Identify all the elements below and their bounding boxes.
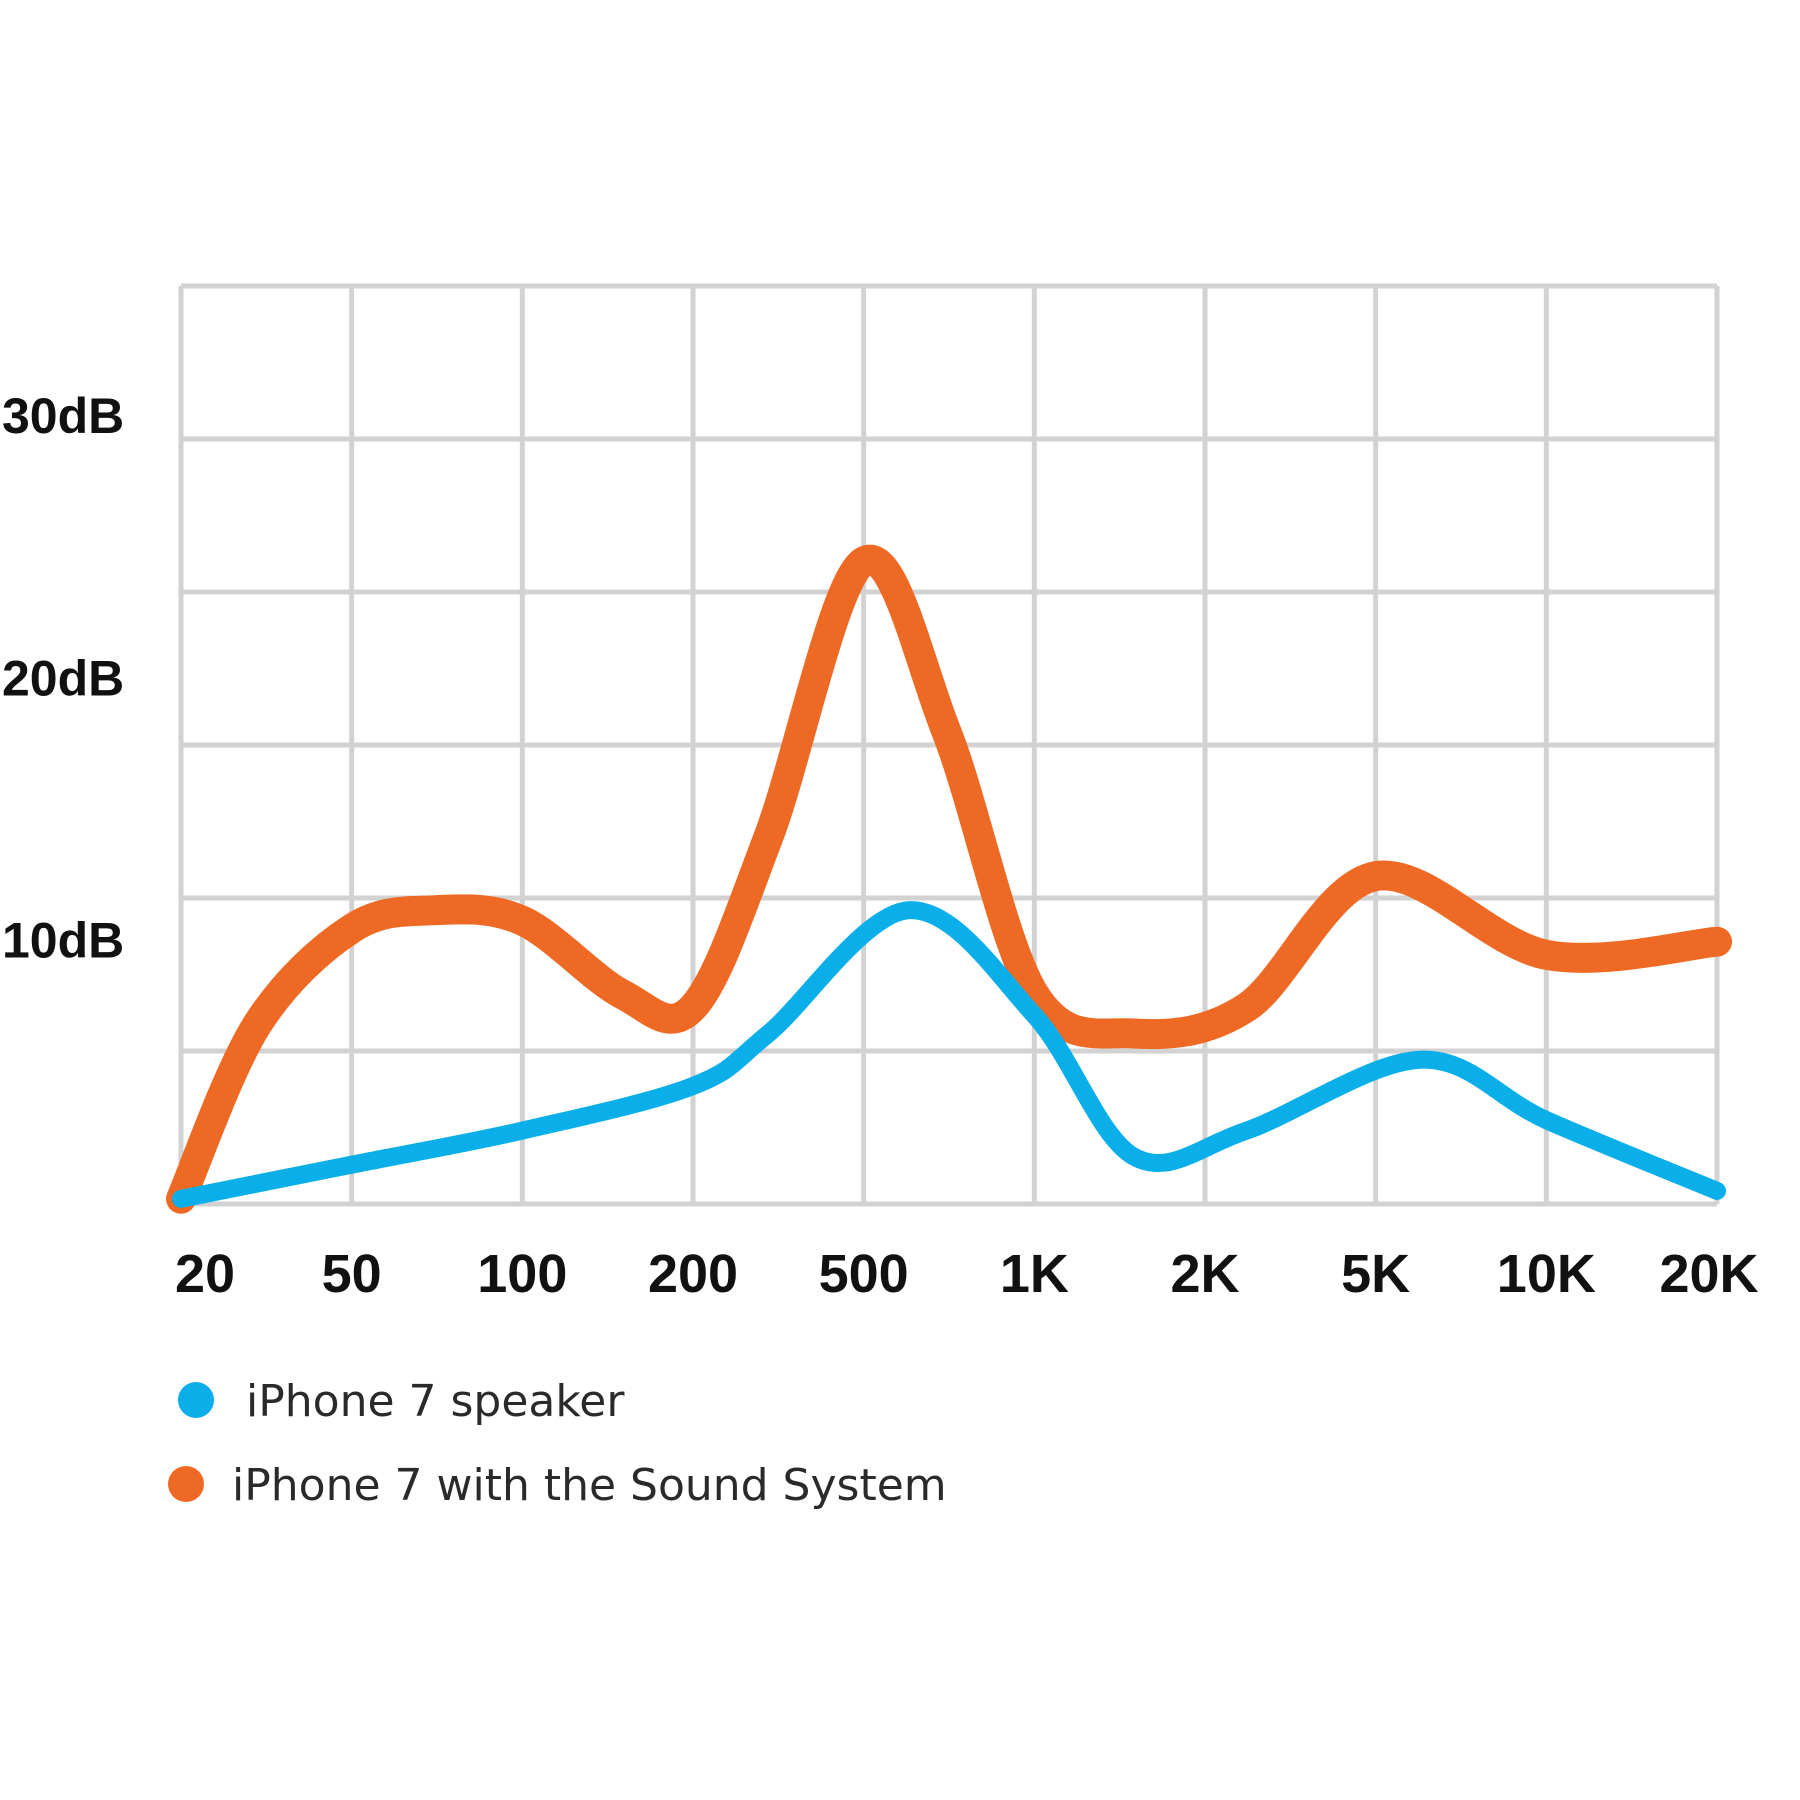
x-tick-label: 10K: [1497, 1244, 1596, 1304]
x-tick-label: 1K: [1000, 1244, 1069, 1304]
y-axis-ticks: 10dB 20dB 30dB: [2, 388, 124, 969]
x-tick-label: 20K: [1659, 1244, 1758, 1304]
series-line-iphone-7-sound-system: [166, 544, 1732, 1214]
legend-marker-iphone-7-sound-system: [168, 1466, 204, 1502]
x-tick-label: 50: [322, 1244, 382, 1304]
x-axis-ticks: 20 50 100 200 500 1K 2K 5K 10K 20K: [175, 1244, 1759, 1304]
series-lines: [166, 544, 1732, 1214]
x-tick-label: 100: [477, 1244, 567, 1304]
x-tick-label: 500: [819, 1244, 909, 1304]
y-tick-label: 10dB: [2, 913, 124, 969]
x-tick-label: 2K: [1170, 1244, 1239, 1304]
legend: iPhone 7 speaker iPhone 7 with the Sound…: [168, 1376, 947, 1511]
x-tick-label: 5K: [1341, 1244, 1410, 1304]
series-line-iphone-7-speaker: [172, 901, 1726, 1208]
y-tick-label: 20dB: [2, 650, 124, 706]
y-tick-label: 30dB: [2, 388, 124, 444]
x-tick-label: 200: [648, 1244, 738, 1304]
legend-marker-iphone-7-speaker: [178, 1382, 214, 1418]
x-tick-label: 20: [175, 1244, 235, 1304]
legend-label: iPhone 7 speaker: [246, 1376, 625, 1427]
legend-label: iPhone 7 with the Sound System: [232, 1460, 947, 1511]
